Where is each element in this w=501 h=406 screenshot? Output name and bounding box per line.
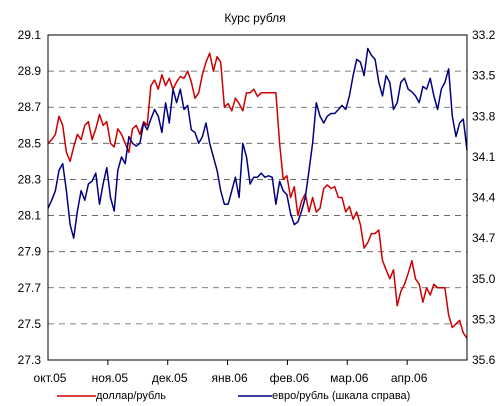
x-tick-label: янв.06	[211, 371, 248, 385]
legend-label-euro: евро/рубль (шкала справа)	[272, 390, 410, 402]
y-right-tick-label: 33.8	[472, 109, 496, 123]
y-right-tick-label: 34.1	[472, 150, 496, 164]
y-left-tick-label: 27.7	[18, 281, 42, 295]
y-left-tick-label: 27.5	[18, 317, 42, 331]
y-right-tick-label: 35.6	[472, 353, 496, 367]
y-left-tick-label: 27.3	[18, 353, 42, 367]
y-right-tick-label: 33.5	[472, 69, 496, 83]
y-right-tick-label: 35.3	[472, 312, 496, 326]
y-left-tick-label: 28.3	[18, 172, 42, 186]
x-axis-ticks: окт.05 ноя.05 дек.05 янв.06 фев.06 мар.06 апр.…	[34, 360, 428, 385]
y-right-tick-label: 34.7	[472, 231, 496, 245]
legend: доллар/рубль евро/рубль (шкала справа)	[57, 390, 410, 402]
y-left-tick-label: 28.9	[18, 64, 42, 78]
plot-frame	[47, 34, 468, 361]
x-tick-label: окт.05	[34, 371, 67, 385]
y-left-tick-label: 27.9	[18, 245, 42, 259]
x-tick-label: ноя.05	[92, 371, 129, 385]
x-tick-label: мар.06	[330, 371, 369, 385]
series-line-dollar-ruble	[47, 52, 468, 339]
y-left-tick-label: 28.1	[18, 209, 42, 223]
right-axis-ticks: 33.2 33.5 33.8 34.1 34.4 34.7 35.0 35.3 35.6	[472, 28, 496, 367]
y-left-tick-label: 28.7	[18, 100, 42, 114]
y-right-tick-label: 34.4	[472, 191, 496, 205]
x-tick-label: фев.06	[270, 371, 310, 385]
chart-title: Курс рубля	[224, 11, 285, 25]
x-tick-label: дек.05	[152, 371, 188, 385]
y-left-tick-label: 29.1	[18, 28, 42, 42]
y-left-tick-label: 28.5	[18, 136, 42, 150]
y-right-tick-label: 33.2	[472, 28, 496, 42]
series-lines	[47, 47, 468, 339]
y-right-tick-label: 35.0	[472, 272, 496, 286]
x-tick-label: апр.06	[391, 371, 428, 385]
left-axis-ticks: 29.1 28.9 28.7 28.5 28.3 28.1 27.9 27.7 27.5 27.3	[18, 28, 42, 367]
grid-lines	[48, 70, 467, 325]
legend-label-dollar: доллар/рубль	[96, 390, 166, 402]
series-line-euro-ruble	[47, 47, 468, 239]
